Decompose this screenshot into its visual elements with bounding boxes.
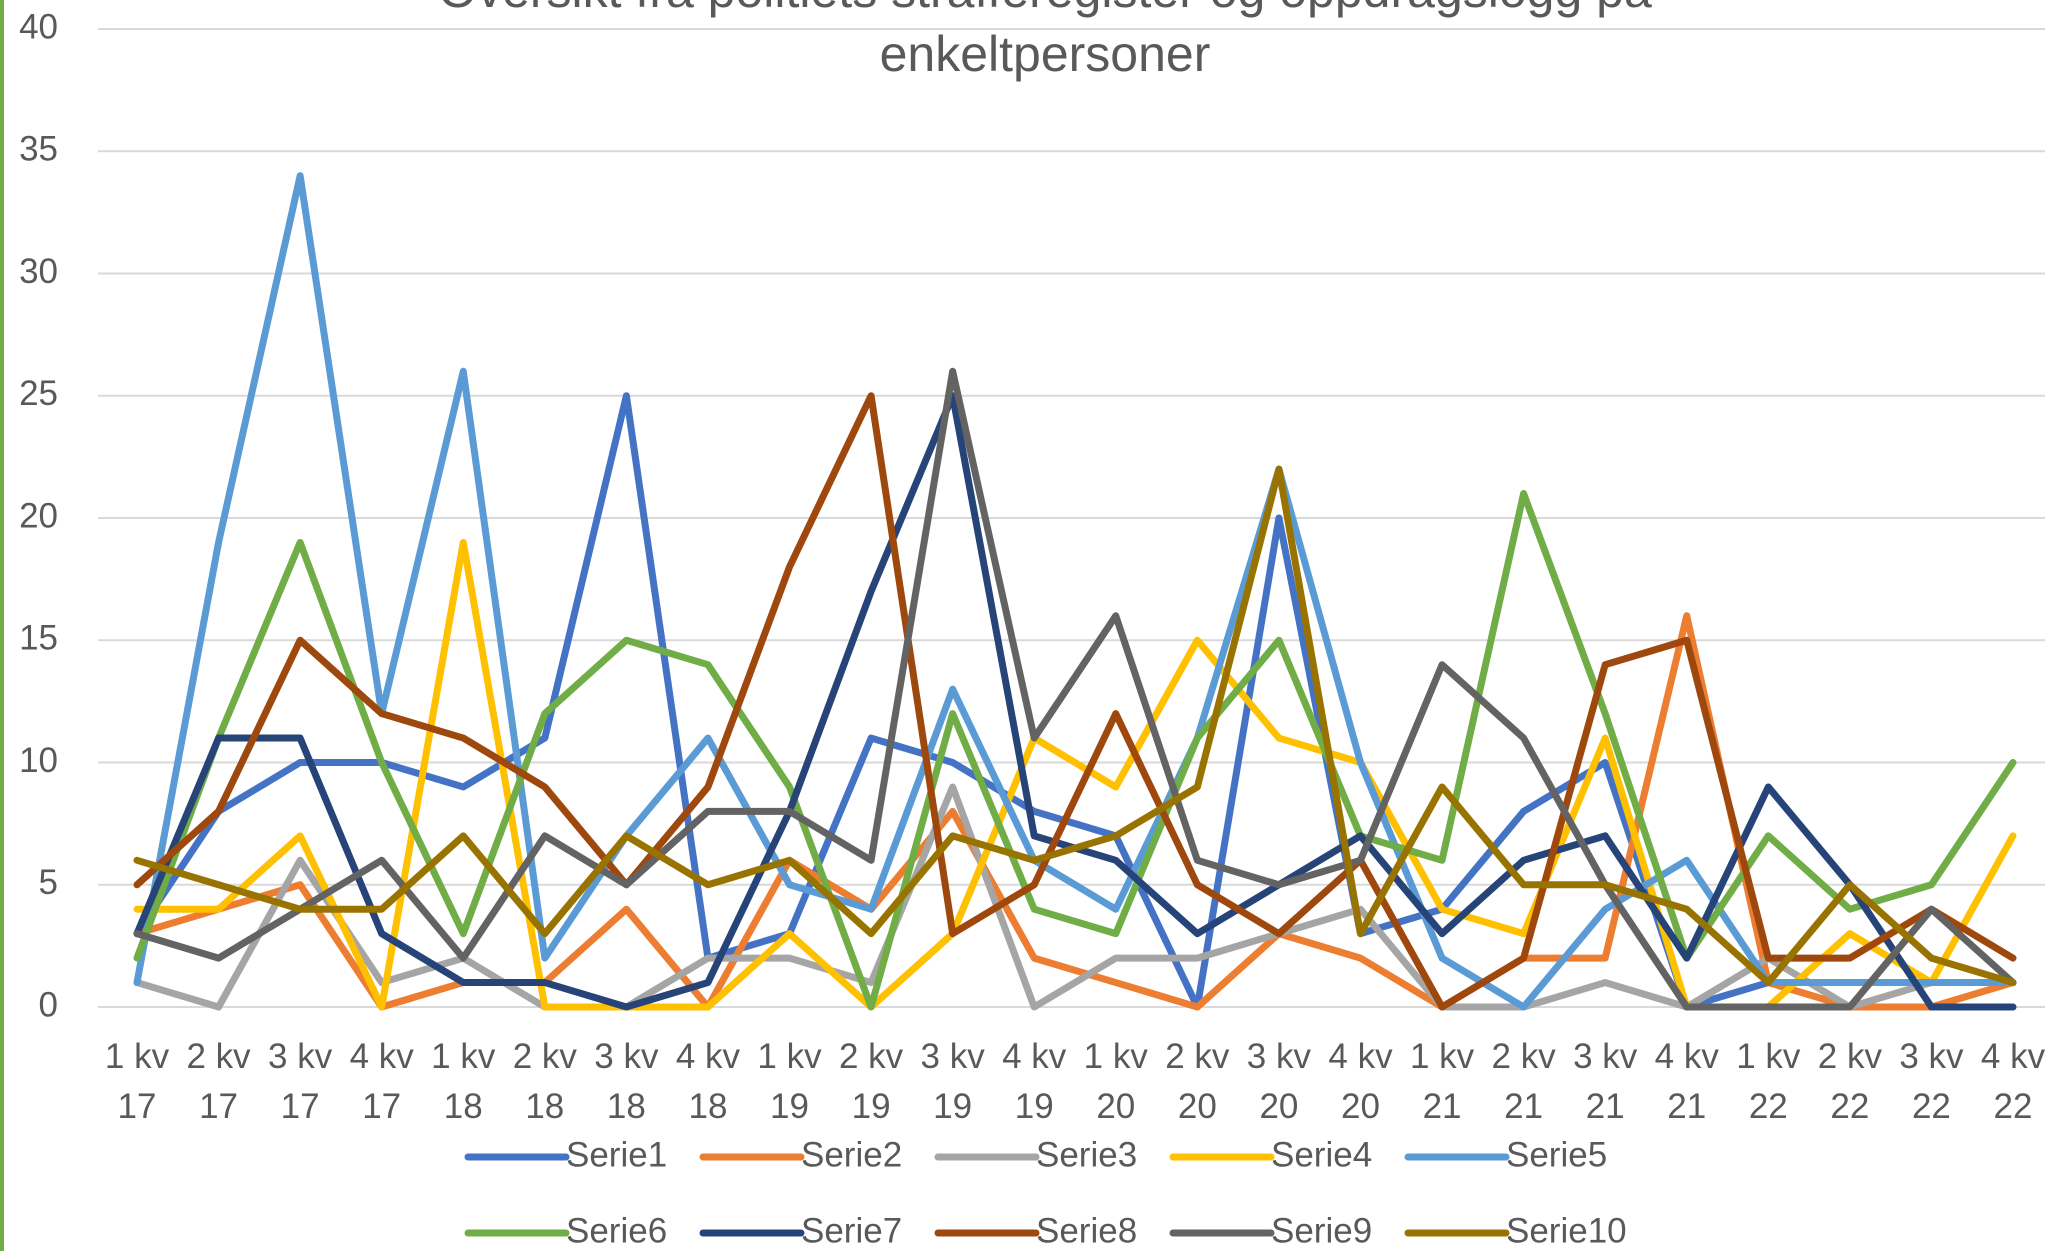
- series-line: [133, 490, 2017, 1011]
- edge-bar: [0, 0, 4, 1251]
- y-tick-label: 25: [19, 374, 58, 413]
- x-tick-label: 3 kv 20: [1247, 1037, 1312, 1126]
- x-tick-label: 2 kv 19: [839, 1037, 904, 1126]
- x-tick-label: 2 kv 20: [1165, 1037, 1230, 1126]
- x-tick-label: 1 kv 22: [1736, 1037, 1801, 1126]
- x-tick-label: 1 kv 17: [105, 1037, 170, 1126]
- series-line: [133, 783, 2017, 1011]
- x-tick-label: 1 kv 19: [757, 1037, 822, 1126]
- series-line: [133, 172, 2017, 1011]
- legend-label: Serie4: [1271, 1135, 1372, 1174]
- x-tick-label: 3 kv 18: [594, 1037, 659, 1126]
- y-tick-label: 40: [19, 7, 58, 46]
- x-tick-label: 3 kv 21: [1573, 1037, 1638, 1126]
- series-line: [133, 465, 2017, 987]
- y-tick-label: 20: [19, 496, 58, 535]
- y-tick-label: 0: [39, 985, 58, 1024]
- legend-label: Serie1: [566, 1135, 667, 1174]
- x-tick-label: 4 kv 21: [1655, 1037, 1720, 1126]
- series-line: [133, 612, 2017, 1011]
- series-line: [133, 392, 2017, 1011]
- legend-label: Serie7: [801, 1211, 902, 1250]
- y-tick-label: 15: [19, 619, 58, 658]
- legend-label: Serie6: [566, 1211, 667, 1250]
- x-tick-label: 2 kv 22: [1818, 1037, 1883, 1126]
- legend-label: Serie8: [1036, 1211, 1137, 1250]
- series-line: [133, 367, 2017, 1011]
- x-tick-label: 4 kv 18: [676, 1037, 741, 1126]
- x-tick-label: 1 kv 18: [431, 1037, 496, 1126]
- legend-label: Serie3: [1036, 1135, 1137, 1174]
- legend-label: Serie9: [1271, 1211, 1372, 1250]
- x-tick-label: 2 kv 21: [1492, 1037, 1557, 1126]
- x-tick-label: 3 kv 22: [1899, 1037, 1964, 1126]
- y-tick-label: 5: [39, 863, 58, 902]
- series-line: [133, 392, 2017, 1011]
- legend-label: Serie10: [1506, 1211, 1627, 1250]
- legend-label: Serie5: [1506, 1135, 1607, 1174]
- x-tick-label: 4 kv 17: [350, 1037, 415, 1126]
- x-tick-label: 4 kv 22: [1981, 1037, 2046, 1126]
- y-tick-label: 35: [19, 130, 58, 169]
- y-tick-label: 30: [19, 252, 58, 291]
- x-tick-label: 2 kv 18: [513, 1037, 578, 1126]
- x-tick-label: 4 kv 19: [1002, 1037, 1067, 1126]
- x-tick-label: 3 kv 17: [268, 1037, 333, 1126]
- x-tick-label: 1 kv 21: [1410, 1037, 1475, 1126]
- series-line: [133, 392, 2017, 1011]
- legend-label: Serie2: [801, 1135, 902, 1174]
- chart-title: Oversikt fra politiets strafferegister o…: [438, 0, 1652, 82]
- y-tick-label: 10: [19, 741, 58, 780]
- x-tick-label: 3 kv 19: [921, 1037, 986, 1126]
- x-tick-label: 4 kv 20: [1328, 1037, 1393, 1126]
- x-tick-label: 2 kv 17: [186, 1037, 251, 1126]
- x-tick-label: 1 kv 20: [1084, 1037, 1149, 1126]
